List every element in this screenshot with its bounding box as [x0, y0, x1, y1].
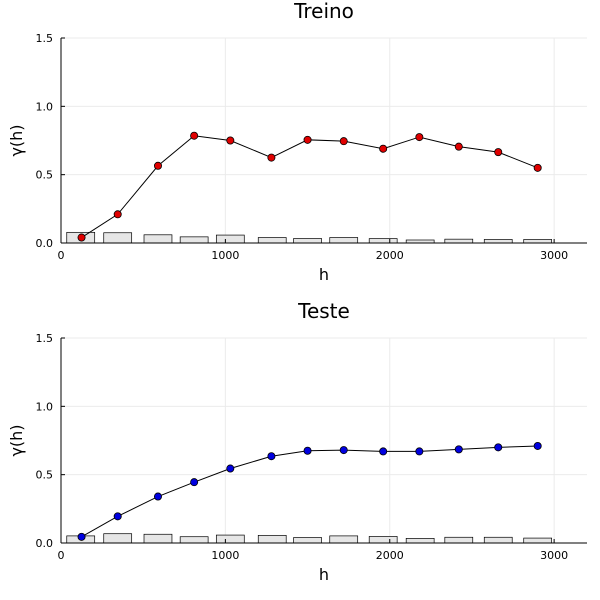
data-point	[303, 135, 312, 144]
y-tick-label: 0.5	[36, 169, 54, 182]
data-point	[339, 137, 348, 146]
data-point	[454, 445, 463, 454]
x-axis-label: h	[319, 565, 329, 584]
x-tick-label: 3000	[540, 249, 568, 262]
series-line	[81, 135, 538, 238]
histogram-bar	[179, 536, 209, 544]
x-axis-label: h	[319, 265, 329, 284]
y-tick-label: 0.5	[36, 469, 54, 482]
histogram-bar	[444, 238, 474, 244]
chart-title: Treino	[293, 0, 354, 23]
y-axis-label: γ(h)	[7, 424, 26, 456]
data-point	[267, 452, 276, 461]
histogram-bar	[293, 238, 322, 244]
y-tick-label: 1.0	[36, 400, 54, 413]
data-point	[454, 142, 463, 151]
data-point	[379, 447, 388, 456]
y-tick-label: 1.5	[36, 332, 54, 345]
chart-panel-teste: 0 1000 2000 3000 0.0 0.5 1.0 1.5 Teste h γ(h)	[7, 299, 587, 584]
histogram-bar	[179, 236, 209, 244]
data-point	[267, 153, 276, 162]
histogram-bar	[368, 536, 398, 544]
y-tick-label: 1.0	[36, 100, 54, 113]
data-point	[113, 210, 122, 219]
data-point	[415, 447, 424, 456]
data-point	[415, 133, 424, 142]
histogram-bar	[329, 535, 359, 544]
histogram-bar	[215, 234, 245, 244]
data-point	[379, 144, 388, 153]
histogram-bar	[368, 238, 398, 244]
histogram-bar	[405, 538, 435, 544]
histogram-bar	[483, 536, 513, 544]
data-point	[77, 233, 86, 242]
data-point	[533, 163, 542, 172]
histogram-bar	[215, 534, 245, 544]
chart-title: Teste	[297, 299, 350, 323]
data-point	[153, 492, 162, 501]
histogram-bar	[143, 533, 173, 544]
x-tick-label: 1000	[211, 249, 239, 262]
data-point	[494, 148, 503, 157]
x-tick-label: 0	[58, 249, 65, 262]
data-point	[303, 446, 312, 455]
x-tick-label: 1000	[211, 549, 239, 562]
data-point	[533, 441, 542, 450]
x-tick-label: 3000	[540, 549, 568, 562]
histogram-bar	[444, 536, 474, 544]
chart-panel-treino: 0 1000 2000 3000 0.0 0.5 1.0 1.5 Treino h γ(h)	[7, 0, 587, 284]
data-point	[190, 131, 199, 140]
y-tick-label: 0.0	[36, 237, 54, 250]
histogram-bar	[483, 239, 513, 244]
x-tick-label: 2000	[376, 249, 404, 262]
x-tick-label: 2000	[376, 549, 404, 562]
data-point	[226, 136, 235, 145]
data-point	[494, 443, 503, 452]
data-point	[339, 446, 348, 455]
histogram-bar	[103, 533, 133, 544]
histogram-bar	[293, 537, 322, 544]
histogram-bar	[257, 534, 287, 544]
histogram-bar	[257, 237, 287, 244]
histogram-bar	[523, 239, 553, 244]
data-point	[190, 478, 199, 487]
data-point	[113, 512, 122, 521]
data-point	[153, 161, 162, 170]
y-tick-label: 1.5	[36, 32, 54, 45]
histogram-bar	[329, 237, 359, 244]
histogram-bar	[103, 232, 133, 244]
series-line	[81, 445, 538, 538]
data-point	[226, 464, 235, 473]
histogram-bar	[523, 537, 553, 544]
x-tick-label: 0	[58, 549, 65, 562]
histogram-bar	[143, 234, 173, 244]
y-tick-label: 0.0	[36, 537, 54, 550]
data-point	[77, 532, 86, 541]
y-axis-label: γ(h)	[7, 124, 26, 156]
